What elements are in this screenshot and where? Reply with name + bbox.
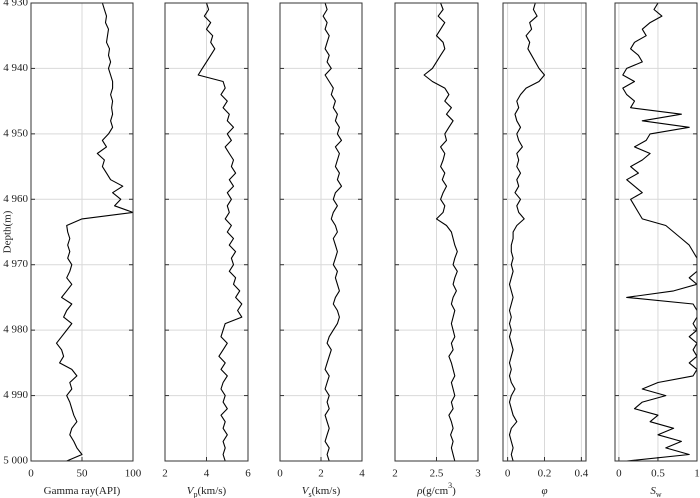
x-tick-label: 2 [318, 468, 324, 480]
panel-frame [394, 2, 479, 462]
y-tick-label: 5 000 [3, 455, 28, 467]
y-tick-label: 4 970 [3, 258, 28, 270]
x-tick-label: 0 [277, 468, 283, 480]
y-tick-label: 4 940 [3, 62, 28, 74]
x-tick-label: 0.5 [651, 468, 665, 480]
x-axis-title-part: ) [452, 485, 456, 497]
panel-frame [30, 2, 134, 462]
y-tick-label: 4 980 [3, 324, 28, 336]
panel-frame [614, 2, 698, 462]
x-tick-label: 0 [28, 468, 34, 480]
x-axis-title-part: w [656, 490, 662, 498]
x-axis-title: Vp(km/s) [187, 485, 227, 498]
panel-frame [164, 2, 249, 462]
y-tick-label: 4 950 [3, 127, 28, 139]
x-axis-title-part: (km/s) [198, 485, 227, 497]
x-tick-label: 50 [77, 468, 89, 480]
log-curve [197, 3, 243, 461]
x-axis-title-part: φ [541, 485, 547, 497]
x-tick-label: 0 [505, 468, 511, 480]
x-axis-title-part: 3 [448, 481, 452, 490]
x-axis-title: Vs(km/s) [302, 485, 341, 498]
y-tick-label: 4 930 [3, 0, 28, 9]
x-tick-label: 6 [245, 468, 251, 480]
x-tick-label: 2.5 [430, 468, 444, 480]
x-axis-title: φ [541, 485, 547, 497]
x-axis-title-part: p [194, 490, 198, 498]
log-curve [55, 3, 133, 461]
x-axis-title: Sw [650, 485, 662, 498]
x-axis-title-part: (g/cm [422, 485, 448, 497]
x-tick-label: 1 [694, 468, 700, 480]
panel-frame [279, 2, 363, 462]
log-curve [322, 3, 343, 461]
x-tick-label: 0 [616, 468, 622, 480]
y-tick-label: 4 990 [3, 389, 28, 401]
panel-frame [502, 2, 587, 462]
x-tick-label: 0.4 [575, 468, 589, 480]
x-axis-title: Gamma ray(API) [44, 485, 121, 497]
x-axis-title-part: V [302, 485, 310, 497]
x-tick-label: 0.2 [538, 468, 552, 480]
x-tick-label: 2 [392, 468, 398, 480]
y-tick-label: 4 960 [3, 193, 28, 205]
log-curve [622, 3, 697, 461]
x-tick-label: 4 [204, 468, 210, 480]
depth-axis-title: Depth(m) [2, 210, 14, 253]
x-tick-label: 100 [125, 468, 142, 480]
x-axis-title-part: ρ [416, 485, 422, 497]
x-axis-title-part: Gamma ray(API) [44, 485, 121, 497]
x-tick-label: 3 [475, 468, 481, 480]
x-axis-title-part: s [308, 490, 311, 498]
x-tick-label: 4 [359, 468, 365, 480]
x-tick-label: 2 [162, 468, 168, 480]
x-axis-title: ρ(g/cm3) [416, 481, 456, 496]
log-curve [508, 3, 546, 461]
log-curve [423, 3, 458, 461]
x-axis-title-part: S [650, 485, 656, 497]
x-axis-title-part: (km/s) [312, 485, 341, 497]
x-axis-title-part: V [187, 485, 195, 497]
